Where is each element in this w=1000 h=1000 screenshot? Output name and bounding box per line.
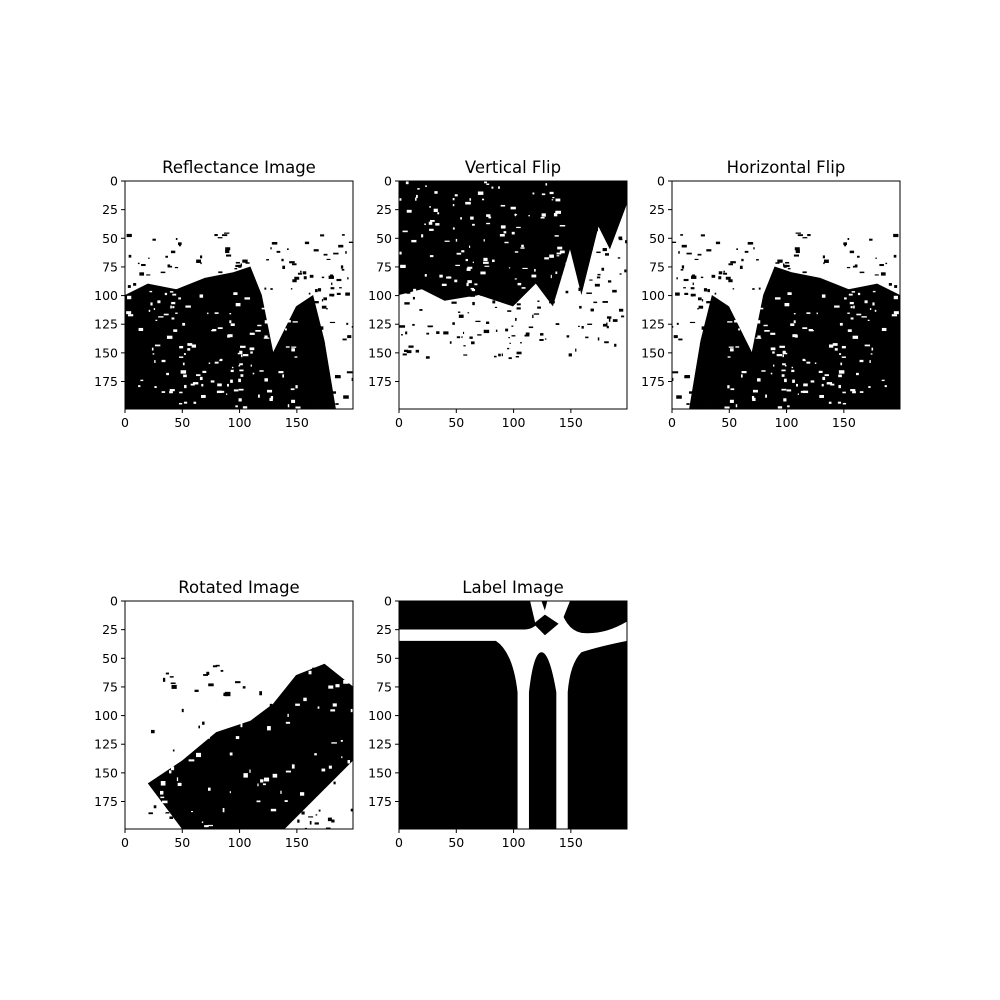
y-tick-label: 25 (376, 202, 392, 217)
image-3 (672, 181, 900, 409)
y-tick-label: 150 (368, 345, 392, 360)
image-1 (125, 181, 353, 409)
y-tick-label: 150 (641, 345, 665, 360)
y-tick-label: 50 (376, 651, 392, 666)
x-tick-label: 100 (775, 415, 799, 430)
x-tick-label: 100 (502, 415, 526, 430)
y-tick-label: 50 (649, 231, 665, 246)
y-tick-label: 100 (94, 708, 118, 723)
panel-1: Reflectance Image 0 50 100 150 0 25 50 75 100 125 1… (94, 158, 354, 430)
panel-title: Rotated Image (178, 578, 299, 597)
panel-title: Label Image (462, 578, 563, 597)
x-tick-label: 150 (559, 415, 583, 430)
x-tick-label: 0 (395, 835, 403, 850)
x-tick-label: 50 (174, 835, 190, 850)
axes-frame (124, 180, 354, 410)
y-tick-label: 125 (94, 737, 118, 752)
y-tick-label: 75 (376, 679, 392, 694)
x-tick-label: 100 (228, 415, 252, 430)
y-tick-label: 0 (384, 594, 392, 609)
x-tick-label: 100 (502, 835, 526, 850)
axes-frame (124, 600, 354, 830)
y-tick-label: 175 (94, 374, 118, 389)
x-tick-label: 0 (121, 415, 129, 430)
y-tick-label: 175 (368, 794, 392, 809)
y-tick-label: 125 (368, 317, 392, 332)
x-tick-label: 50 (448, 835, 464, 850)
panel-title: Horizontal Flip (727, 158, 846, 177)
x-tick-label: 0 (395, 415, 403, 430)
y-tick-label: 125 (94, 317, 118, 332)
x-tick-label: 150 (285, 835, 309, 850)
axes-frame (398, 600, 628, 830)
x-tick-label: 150 (832, 415, 856, 430)
y-tick-label: 75 (376, 259, 392, 274)
y-tick-label: 100 (94, 288, 118, 303)
y-tick-label: 25 (102, 202, 118, 217)
axes-frame (671, 180, 901, 410)
x-tick-label: 100 (228, 835, 252, 850)
y-tick-label: 50 (102, 651, 118, 666)
panel-title: Reflectance Image (162, 158, 316, 177)
y-tick-label: 25 (376, 622, 392, 637)
y-tick-label: 0 (110, 174, 118, 189)
y-tick-label: 0 (384, 174, 392, 189)
y-tick-label: 150 (94, 345, 118, 360)
y-tick-label: 50 (102, 231, 118, 246)
image-5 (399, 601, 627, 829)
panel-title: Vertical Flip (465, 158, 561, 177)
y-tick-label: 125 (641, 317, 665, 332)
image-4 (125, 601, 353, 829)
x-tick-label: 150 (559, 835, 583, 850)
x-tick-label: 50 (448, 415, 464, 430)
panel-4: Rotated Image 0 50 100 150 0 25 50 75 100 125 150 17… (94, 578, 354, 850)
x-tick-label: 150 (285, 415, 309, 430)
panel-2: Vertical Flip 0 50 100 150 0 25 50 75 100 125 150 17… (368, 158, 628, 430)
y-tick-label: 175 (368, 374, 392, 389)
y-tick-label: 150 (368, 765, 392, 780)
y-tick-label: 100 (368, 288, 392, 303)
x-tick-label: 50 (721, 415, 737, 430)
y-tick-label: 75 (102, 259, 118, 274)
y-tick-label: 100 (368, 708, 392, 723)
axes-frame (398, 180, 628, 410)
panel-3: Horizontal Flip 0 50 100 150 0 25 50 75 100 125 150… (641, 158, 901, 430)
x-tick-label: 0 (668, 415, 676, 430)
y-tick-label: 75 (102, 679, 118, 694)
y-tick-label: 125 (368, 737, 392, 752)
y-tick-label: 25 (649, 202, 665, 217)
image-2 (399, 181, 627, 409)
y-tick-label: 0 (657, 174, 665, 189)
y-tick-label: 175 (641, 374, 665, 389)
y-tick-label: 75 (649, 259, 665, 274)
x-tick-label: 50 (174, 415, 190, 430)
panel-5: Label Image 0 50 100 150 0 25 50 75 100 125 150 175 (368, 578, 628, 850)
y-tick-label: 150 (94, 765, 118, 780)
y-tick-label: 50 (376, 231, 392, 246)
y-tick-label: 100 (641, 288, 665, 303)
y-tick-label: 175 (94, 794, 118, 809)
y-tick-label: 0 (110, 594, 118, 609)
y-tick-label: 25 (102, 622, 118, 637)
x-tick-label: 0 (121, 835, 129, 850)
